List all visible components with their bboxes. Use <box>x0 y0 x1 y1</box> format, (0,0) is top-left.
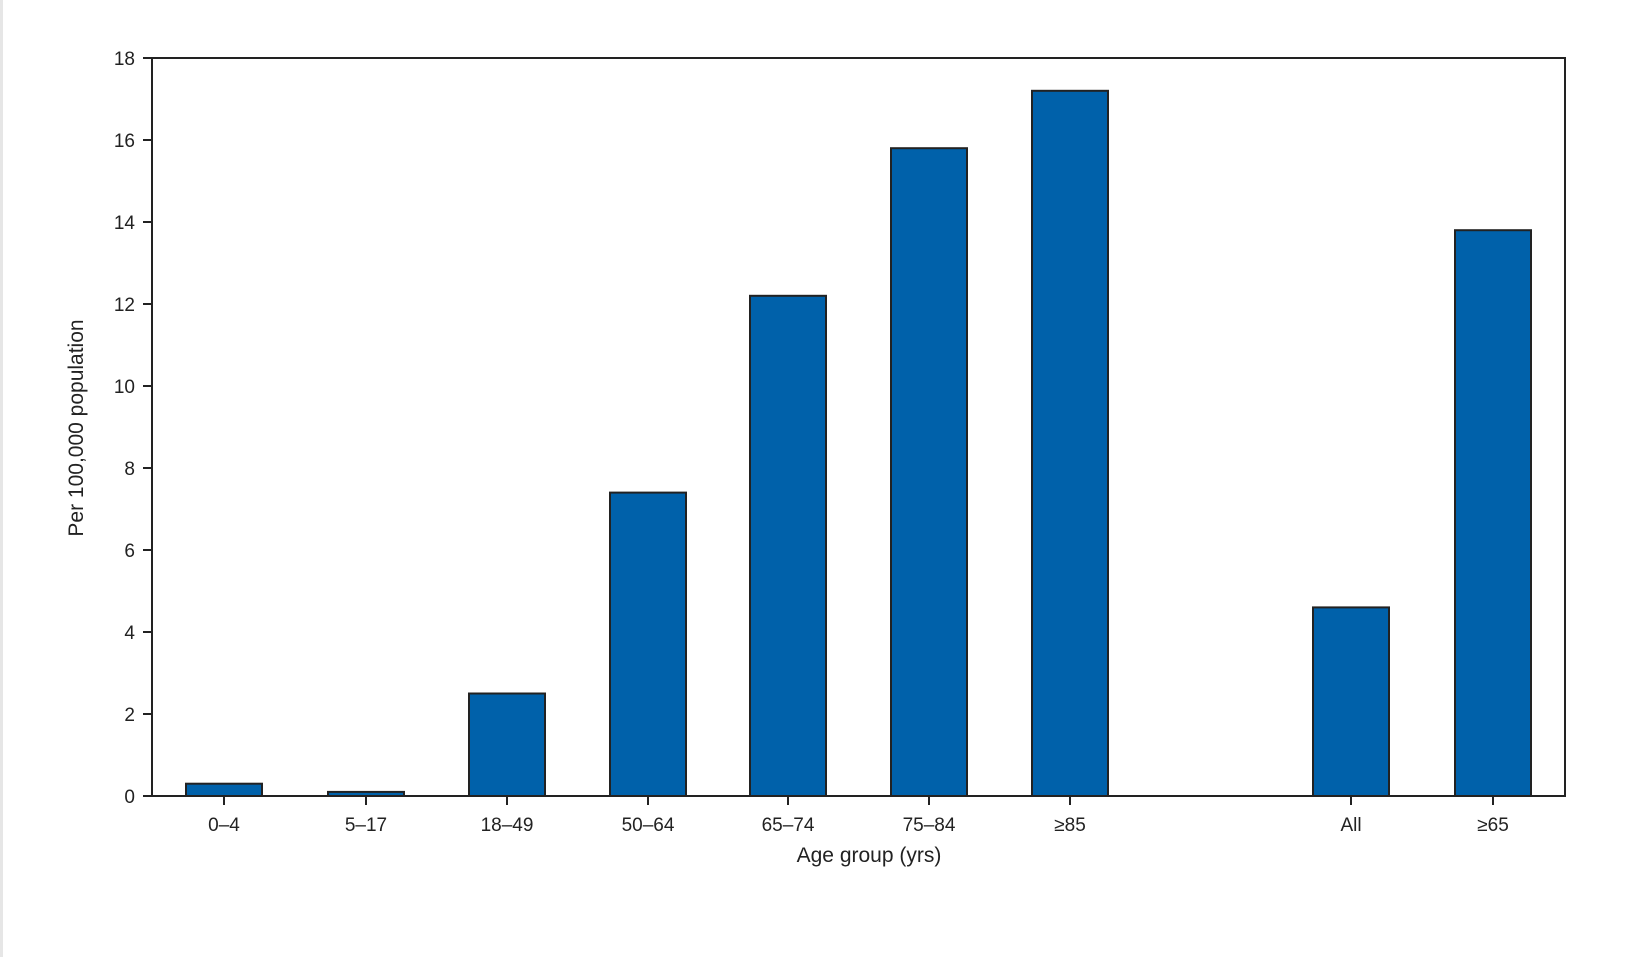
x-axis-ticks: 0–4 5–17 18–49 50–64 65–74 75–84 ≥85 All ≥65 <box>208 796 1509 836</box>
bar-2 <box>468 692 546 797</box>
y-tick-label: 2 <box>124 705 135 726</box>
x-tick-label: 65–74 <box>762 815 815 836</box>
y-axis-ticks: 0 2 4 6 8 10 12 14 16 18 <box>114 49 152 808</box>
plot-frame <box>151 57 1566 797</box>
x-tick-label: All <box>1340 815 1361 836</box>
x-tick-label: 5–17 <box>345 815 387 836</box>
y-tick-label: 12 <box>114 295 135 316</box>
bar-8 <box>1454 229 1532 797</box>
y-tick-label: 14 <box>114 213 136 234</box>
y-tick-label: 16 <box>114 131 135 152</box>
bar-6 <box>1031 89 1109 798</box>
y-tick-label: 10 <box>114 377 135 398</box>
x-axis-label: Age group (yrs) <box>797 844 942 867</box>
x-tick-label: 50–64 <box>622 815 675 836</box>
y-tick-label: 18 <box>114 49 135 70</box>
bar-0 <box>185 782 263 798</box>
x-tick-label: 0–4 <box>208 815 240 836</box>
bar-3 <box>609 491 687 797</box>
bar-4 <box>749 294 827 797</box>
bars-group <box>185 89 1532 798</box>
x-tick-label: ≥65 <box>1477 815 1509 836</box>
bar-5 <box>890 147 968 797</box>
y-tick-label: 8 <box>124 459 135 480</box>
left-frame-edge <box>0 0 3 957</box>
y-axis-label: Per 100,000 population <box>65 319 88 536</box>
x-tick-label: ≥85 <box>1054 815 1086 836</box>
x-tick-label: 18–49 <box>481 815 534 836</box>
y-tick-label: 0 <box>124 787 135 808</box>
x-tick-label: 75–84 <box>903 815 956 836</box>
y-tick-label: 6 <box>124 541 135 562</box>
bar-7 <box>1312 606 1390 798</box>
y-tick-label: 4 <box>124 623 135 644</box>
